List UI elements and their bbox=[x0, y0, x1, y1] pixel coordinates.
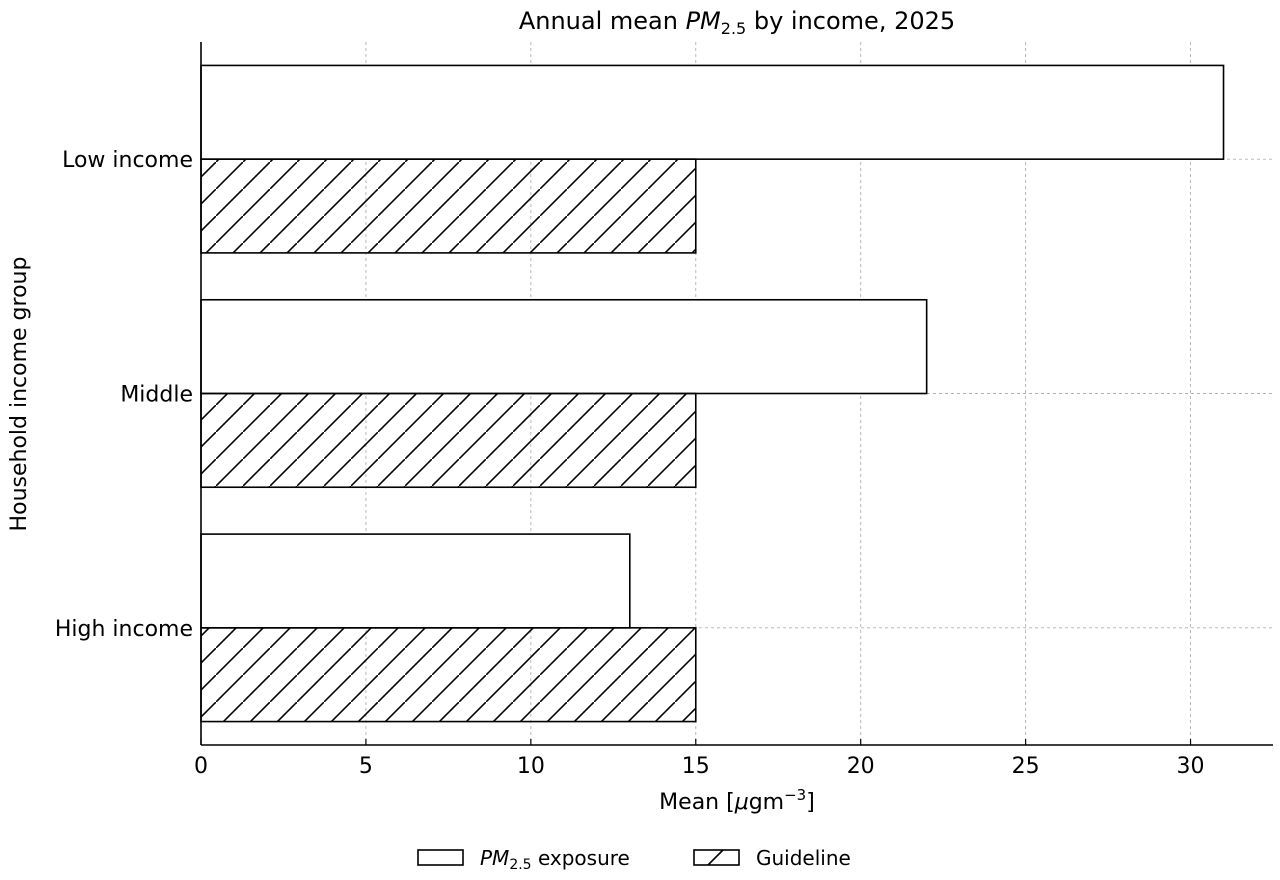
legend-label-exposure: PM2.5 exposure bbox=[480, 846, 630, 873]
legend-hatch-mark bbox=[707, 849, 724, 866]
bar-guideline-1 bbox=[200, 392, 697, 489]
x-tick-label-4: 20 bbox=[847, 754, 875, 779]
y-tick-label-0: Low income bbox=[62, 148, 193, 173]
x-tick-label-3: 15 bbox=[682, 754, 710, 779]
bar-guideline-0 bbox=[200, 158, 697, 254]
bar-exposure-1 bbox=[200, 298, 928, 395]
x-tick-label-1: 5 bbox=[359, 754, 373, 779]
bar-exposure-2 bbox=[200, 533, 631, 629]
x-tick-label-5: 25 bbox=[1012, 754, 1040, 779]
legend-swatch-exposure bbox=[417, 849, 464, 866]
y-axis-label: Household income group bbox=[7, 257, 32, 532]
x-axis-label: Mean [μgm−3] bbox=[659, 786, 815, 815]
bar-guideline-2 bbox=[200, 627, 697, 723]
legend-label-guideline: Guideline bbox=[756, 846, 851, 870]
chart-title: Annual mean PM2.5 by income, 2025 bbox=[519, 7, 955, 38]
x-tick-label-2: 10 bbox=[517, 754, 545, 779]
bar-exposure-0 bbox=[200, 64, 1225, 160]
bars bbox=[200, 64, 1225, 723]
y-tick-label-2: High income bbox=[55, 617, 193, 642]
x-ticks: 0 5 10 15 20 25 30 bbox=[194, 739, 1205, 779]
legend: PM2.5 exposure Guideline bbox=[417, 846, 851, 873]
y-ticks: Low income Middle High income bbox=[55, 148, 207, 642]
y-tick-label-1: Middle bbox=[120, 383, 193, 408]
x-tick-label-6: 30 bbox=[1177, 754, 1205, 779]
x-tick-label-0: 0 bbox=[194, 754, 208, 779]
